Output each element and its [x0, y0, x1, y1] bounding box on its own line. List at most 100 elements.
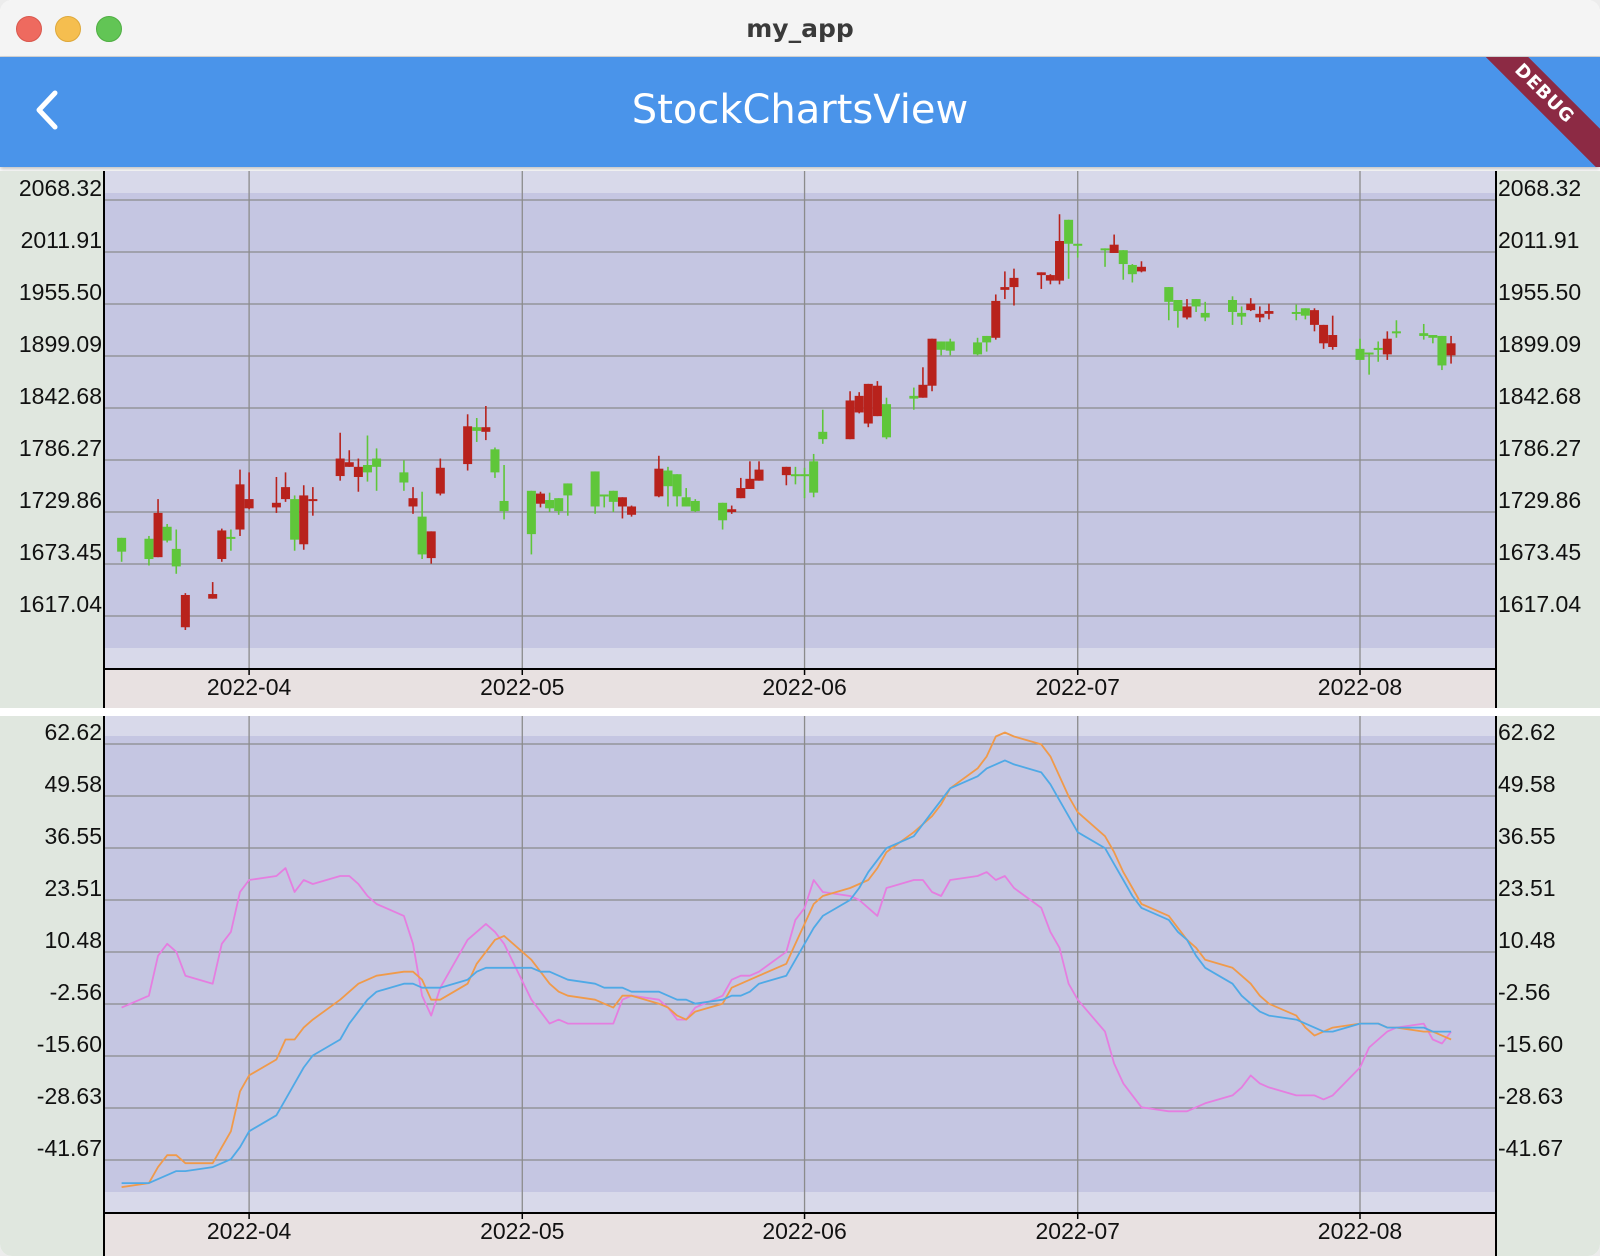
candle-up	[226, 536, 236, 539]
candle-up	[1391, 331, 1401, 334]
y-tick-label-right: 1842.68	[1498, 383, 1581, 409]
candle-up	[1127, 264, 1137, 275]
candle-up	[1064, 219, 1074, 244]
plot-range-band	[104, 736, 1496, 1192]
candle-down	[872, 385, 882, 417]
candle-up	[945, 341, 955, 351]
candle-up	[909, 395, 919, 399]
y-tick-label-left: 62.62	[44, 719, 102, 745]
candle-up	[690, 500, 700, 512]
candle-up	[499, 500, 509, 512]
candle-up	[1373, 347, 1383, 350]
candle-down	[463, 426, 473, 465]
y-tick-label-right: 1786.27	[1498, 435, 1581, 461]
candle-down	[1246, 303, 1256, 311]
page-title: StockChartsView	[631, 87, 969, 133]
y-tick-label-right: -15.60	[1498, 1031, 1563, 1057]
candle-down	[435, 467, 445, 494]
right-y-axis-panel	[1496, 171, 1600, 708]
candle-down	[617, 497, 627, 507]
candle-up	[1428, 335, 1438, 338]
minimize-window-button[interactable]	[55, 16, 81, 42]
y-tick-label-left: 2011.91	[21, 227, 102, 253]
candle-up	[681, 497, 691, 507]
y-tick-label-right: 1729.86	[1498, 487, 1581, 513]
y-tick-label-right: 2011.91	[1498, 227, 1579, 253]
candle-up	[399, 472, 409, 483]
y-tick-label-right: -2.56	[1498, 979, 1550, 1005]
x-axis-panel	[104, 1213, 1496, 1256]
left-y-axis-panel	[0, 171, 104, 708]
candle-up	[162, 526, 172, 541]
candle-down	[927, 338, 937, 386]
candle-down	[1000, 287, 1010, 290]
y-tick-label-left: 1729.86	[19, 487, 102, 513]
candle-up	[590, 471, 600, 507]
y-tick-label-left: 1842.68	[19, 383, 102, 409]
candle-up	[1118, 250, 1128, 265]
x-tick-label: 2022-07	[1036, 1218, 1120, 1244]
candle-down	[481, 427, 491, 432]
candle-up	[982, 335, 992, 343]
candle-up	[171, 548, 181, 567]
candle-down	[1109, 244, 1119, 253]
back-button[interactable]	[24, 85, 76, 137]
y-tick-label-right: 36.55	[1498, 823, 1556, 849]
y-tick-label-left: 23.51	[44, 875, 102, 901]
candle-up	[718, 502, 728, 521]
candle-up	[1355, 348, 1365, 360]
candle-down	[1045, 275, 1055, 281]
candle-up	[144, 538, 154, 560]
candle-up	[1200, 312, 1210, 318]
candle-down	[654, 468, 664, 497]
y-tick-label-right: 1617.04	[1498, 591, 1581, 617]
candle-down	[1036, 272, 1046, 276]
candle-up	[790, 474, 800, 477]
candle-up	[1291, 311, 1301, 314]
candle-down	[535, 493, 545, 504]
y-tick-label-right: 2068.32	[1498, 175, 1581, 201]
window-titlebar: my_app	[0, 0, 1600, 57]
candle-up	[1073, 243, 1083, 246]
candle-up	[1173, 299, 1183, 312]
candle-up	[545, 500, 555, 509]
y-tick-label-right: -41.67	[1498, 1135, 1563, 1161]
candle-up	[526, 490, 536, 535]
y-tick-label-right: 23.51	[1498, 875, 1556, 901]
close-window-button[interactable]	[16, 16, 42, 42]
candle-down	[180, 594, 190, 628]
x-tick-label: 2022-05	[480, 674, 564, 700]
x-tick-label: 2022-04	[207, 1218, 292, 1244]
candle-down	[426, 531, 436, 559]
maximize-window-button[interactable]	[96, 16, 122, 42]
y-tick-label-right: 49.58	[1498, 771, 1556, 797]
candle-down	[1328, 335, 1338, 348]
candle-up	[973, 342, 983, 355]
candle-down	[408, 498, 418, 507]
candle-down	[1382, 338, 1392, 355]
candle-up	[663, 470, 673, 487]
candle-down	[1446, 343, 1456, 356]
y-tick-label-left: -15.60	[37, 1031, 102, 1057]
y-tick-label-right: 10.48	[1498, 927, 1556, 953]
chart-separator	[0, 708, 1600, 716]
candle-down	[353, 466, 363, 477]
candle-down	[745, 478, 755, 489]
candle-up	[1228, 299, 1238, 312]
chevron-left-icon	[36, 90, 58, 130]
candle-up	[1300, 308, 1310, 316]
candle-up	[608, 490, 618, 502]
candle-down	[1319, 324, 1329, 344]
y-tick-label-right: 1673.45	[1498, 539, 1581, 565]
candle-up	[417, 516, 427, 555]
y-tick-label-left: 2068.32	[19, 175, 102, 201]
y-tick-label-right: 62.62	[1498, 719, 1556, 745]
candle-down	[1182, 306, 1192, 318]
window-title: my_app	[746, 14, 854, 43]
x-tick-label: 2022-08	[1318, 1218, 1402, 1244]
y-tick-label-right: 1955.50	[1498, 279, 1581, 305]
candle-down	[854, 395, 864, 413]
candle-down	[845, 400, 855, 440]
x-axis-panel	[104, 669, 1496, 708]
